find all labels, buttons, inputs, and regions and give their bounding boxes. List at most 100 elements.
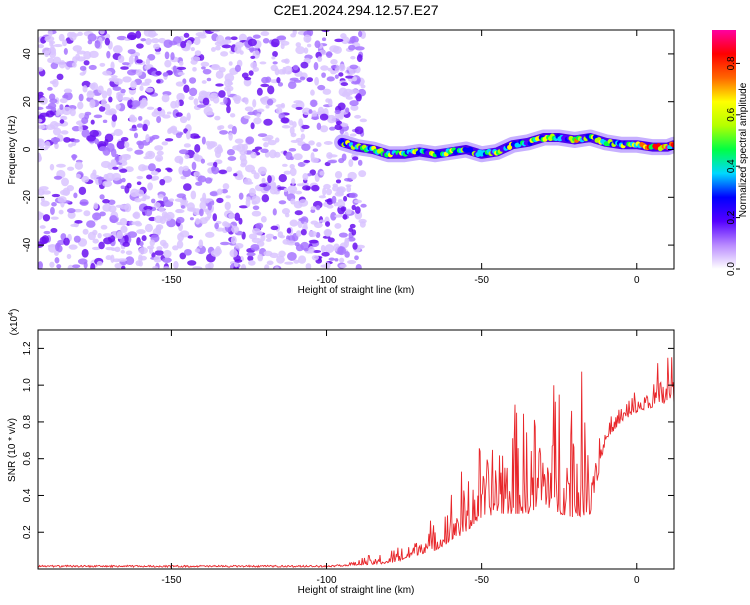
noise-blob (220, 51, 229, 57)
noise-blob (352, 76, 358, 82)
noise-blob (112, 45, 123, 54)
noise-blob (127, 99, 134, 109)
noise-blob (239, 149, 248, 156)
noise-blob (253, 117, 262, 125)
noise-blob (240, 263, 247, 269)
noise-blob (295, 106, 303, 111)
noise-blob (177, 71, 185, 76)
noise-blob (265, 104, 270, 109)
x-tick-label: 0 (634, 275, 640, 286)
noise-blob (106, 50, 111, 59)
noise-blob (176, 66, 187, 71)
noise-blob (267, 85, 275, 95)
y-tick-label: 0.8 (22, 415, 33, 429)
noise-blob (261, 194, 270, 203)
noise-blob (308, 249, 315, 253)
noise-blob (55, 242, 60, 252)
noise-blob (123, 141, 130, 148)
noise-blob (146, 106, 155, 110)
noise-blob (276, 77, 281, 84)
noise-blob (228, 61, 233, 66)
noise-blob (293, 100, 303, 104)
noise-blob (63, 136, 71, 143)
noise-blob (231, 125, 237, 135)
noise-blob (334, 74, 339, 79)
noise-blob (204, 216, 210, 221)
noise-blob (330, 65, 337, 69)
noise-blob (230, 235, 237, 245)
noise-blob (325, 221, 331, 227)
noise-blob (296, 183, 305, 187)
noise-blob (187, 260, 197, 266)
noise-blob (319, 170, 325, 176)
noise-blob (119, 218, 128, 226)
noise-blob (238, 205, 249, 209)
noise-blob (174, 198, 184, 202)
noise-blob (218, 169, 228, 175)
noise-blob (275, 106, 283, 115)
noise-blob (50, 227, 58, 233)
noise-blob (262, 137, 272, 142)
noise-blob (115, 104, 121, 111)
noise-blob (274, 266, 280, 269)
noise-blob (78, 93, 84, 102)
noise-blob (92, 229, 98, 236)
noise-blob (332, 46, 342, 54)
noise-blob (260, 31, 270, 37)
noise-blob (230, 36, 238, 41)
figure-title: C2E1.2024.294.12.57.E27 (273, 2, 438, 18)
noise-blob (175, 81, 184, 87)
noise-blob (284, 261, 294, 265)
noise-blob (69, 108, 76, 117)
noise-blob (66, 253, 72, 260)
noise-blob (249, 187, 256, 197)
noise-blob (175, 208, 182, 213)
noise-blob (218, 125, 225, 130)
noise-blob (138, 247, 148, 255)
noise-blob (50, 44, 55, 53)
noise-blob (75, 173, 82, 179)
noise-blob (308, 109, 313, 114)
noise-blob (267, 175, 272, 184)
noise-blob (179, 252, 187, 260)
noise-blob (83, 50, 92, 60)
noise-blob (175, 132, 182, 139)
noise-blob (303, 34, 312, 43)
noise-blob (267, 139, 277, 146)
noise-blob (193, 171, 201, 177)
noise-blob (134, 149, 144, 155)
noise-blob (301, 143, 311, 152)
noise-blob (275, 104, 285, 108)
noise-blob (293, 79, 302, 83)
noise-blob (320, 244, 326, 253)
noise-blob (61, 177, 69, 187)
noise-blob (131, 221, 137, 226)
noise-blob (305, 263, 312, 269)
noise-blob (77, 31, 83, 37)
noise-blob (92, 238, 99, 244)
noise-blob (278, 174, 287, 183)
noise-blob (201, 80, 207, 84)
noise-blob (74, 219, 83, 224)
y-tick-label: 1.2 (22, 341, 33, 355)
noise-blob (182, 183, 192, 191)
noise-blob (103, 237, 113, 245)
noise-blob (289, 163, 295, 170)
noise-blob (145, 37, 152, 45)
noise-blob (214, 115, 221, 121)
noise-blob (58, 209, 64, 215)
noise-blob (311, 184, 320, 192)
noise-blob (250, 243, 260, 251)
noise-blob (82, 228, 89, 235)
noise-blob (47, 30, 53, 37)
noise-blob (325, 98, 331, 103)
noise-blob (209, 191, 218, 197)
noise-blob (86, 220, 96, 228)
colorbar-tick-label: 0.0 (726, 262, 737, 276)
noise-blob (146, 174, 153, 180)
noise-blob (135, 189, 145, 197)
noise-blob (38, 124, 46, 130)
noise-blob (50, 62, 59, 70)
noise-blob (329, 126, 336, 131)
